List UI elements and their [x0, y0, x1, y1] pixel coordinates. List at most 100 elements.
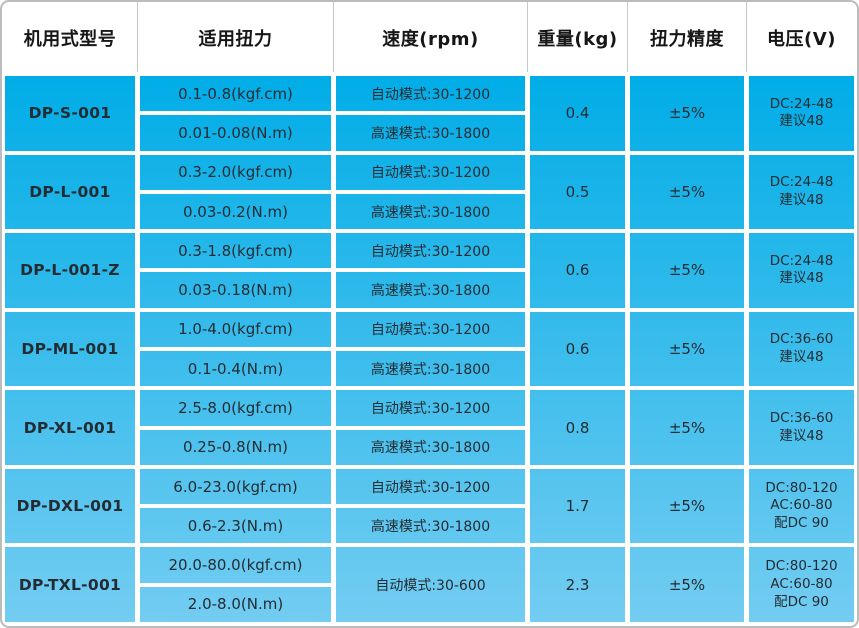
model-cell: DP-TXL-001 [5, 547, 135, 623]
weight-cell: 0.6 [530, 311, 625, 387]
speed-high-cell: 高速模式:30-1800 [336, 429, 525, 465]
speed-column: 自动模式:30-1200 高速模式:30-1800 [336, 468, 525, 544]
accuracy-cell: ±5% [630, 390, 744, 465]
speed-column: 自动模式:30-1200 高速模式:30-1800 [336, 311, 525, 387]
header-accuracy: 扭力精度 [627, 2, 744, 72]
torque-nm-cell: 0.1-0.4(N.m) [140, 351, 331, 387]
voltage-line: 配DC 90 [774, 514, 829, 531]
header-speed: 速度(rpm) [333, 2, 525, 72]
voltage-line: DC:24-48 [769, 95, 834, 112]
model-cell: DP-DXL-001 [5, 468, 135, 544]
speed-merged-cell: 自动模式:30-600 [336, 547, 525, 623]
accuracy-cell: ±5% [630, 468, 744, 544]
voltage-cell: DC:36-60 建议48 [749, 390, 854, 465]
voltage-line: 建议48 [779, 427, 824, 444]
voltage-cell: DC:80-120 AC:60-80 配DC 90 [749, 468, 854, 544]
header-torque: 适用扭力 [137, 2, 331, 72]
model-cell: DP-S-001 [5, 76, 135, 151]
speed-auto-cell: 自动模式:30-1200 [336, 311, 525, 348]
torque-kgfcm-cell: 0.3-2.0(kgf.cm) [140, 154, 331, 190]
table-row: DP-TXL-001 20.0-80.0(kgf.cm) 2.0-8.0(N.m… [5, 547, 854, 623]
speed-column: 自动模式:30-1200 高速模式:30-1800 [336, 154, 525, 230]
weight-cell: 0.4 [530, 76, 625, 151]
voltage-line: 建议48 [779, 191, 824, 208]
voltage-cell: DC:36-60 建议48 [749, 311, 854, 387]
torque-nm-cell: 0.6-2.3(N.m) [140, 508, 331, 544]
weight-cell: 0.5 [530, 154, 625, 230]
speed-auto-cell: 自动模式:30-1200 [336, 390, 525, 426]
speed-auto-cell: 自动模式:30-1200 [336, 154, 525, 190]
weight-cell: 0.8 [530, 390, 625, 465]
accuracy-cell: ±5% [630, 154, 744, 230]
voltage-line: 配DC 90 [774, 593, 829, 610]
voltage-cell: DC:80-120 AC:60-80 配DC 90 [749, 547, 854, 623]
voltage-line: 建议48 [779, 113, 824, 130]
torque-kgfcm-cell: 6.0-23.0(kgf.cm) [140, 468, 331, 505]
accuracy-cell: ±5% [630, 311, 744, 387]
model-cell: DP-ML-001 [5, 311, 135, 387]
torque-nm-cell: 0.25-0.8(N.m) [140, 429, 331, 465]
weight-cell: 0.6 [530, 233, 625, 308]
speed-auto-cell: 自动模式:30-1200 [336, 76, 525, 112]
torque-column: 6.0-23.0(kgf.cm) 0.6-2.3(N.m) [140, 468, 331, 544]
accuracy-cell: ±5% [630, 233, 744, 308]
torque-column: 0.3-1.8(kgf.cm) 0.03-0.18(N.m) [140, 233, 331, 308]
speed-high-cell: 高速模式:30-1800 [336, 508, 525, 544]
torque-column: 1.0-4.0(kgf.cm) 0.1-0.4(N.m) [140, 311, 331, 387]
table-row: DP-L-001-Z 0.3-1.8(kgf.cm) 0.03-0.18(N.m… [5, 233, 854, 308]
torque-kgfcm-cell: 0.3-1.8(kgf.cm) [140, 233, 331, 269]
torque-kgfcm-cell: 1.0-4.0(kgf.cm) [140, 311, 331, 348]
accuracy-cell: ±5% [630, 76, 744, 151]
voltage-line: AC:60-80 [770, 497, 833, 514]
header-row: 机用式型号 适用扭力 速度(rpm) 重量(kg) 扭力精度 电压(V) [5, 2, 854, 72]
table-row: DP-L-001 0.3-2.0(kgf.cm) 0.03-0.2(N.m) 自… [5, 154, 854, 230]
voltage-cell: DC:24-48 建议48 [749, 154, 854, 230]
voltage-line: 建议48 [779, 349, 824, 366]
speed-auto-cell: 自动模式:30-1200 [336, 233, 525, 269]
voltage-cell: DC:24-48 建议48 [749, 233, 854, 308]
weight-cell: 1.7 [530, 468, 625, 544]
torque-nm-cell: 0.01-0.08(N.m) [140, 115, 331, 151]
speed-high-cell: 高速模式:30-1800 [336, 351, 525, 387]
torque-kgfcm-cell: 2.5-8.0(kgf.cm) [140, 390, 331, 426]
speed-high-cell: 高速模式:30-1800 [336, 272, 525, 308]
model-cell: DP-XL-001 [5, 390, 135, 465]
model-cell: DP-L-001 [5, 154, 135, 230]
speed-high-cell: 高速模式:30-1800 [336, 115, 525, 151]
speed-high-cell: 高速模式:30-1800 [336, 193, 525, 230]
voltage-line: 建议48 [779, 270, 824, 287]
speed-column: 自动模式:30-1200 高速模式:30-1800 [336, 233, 525, 308]
table-row: DP-XL-001 2.5-8.0(kgf.cm) 0.25-0.8(N.m) … [5, 390, 854, 465]
weight-cell: 2.3 [530, 547, 625, 623]
accuracy-cell: ±5% [630, 547, 744, 623]
header-model: 机用式型号 [23, 29, 117, 50]
voltage-line: DC:24-48 [769, 174, 834, 191]
torque-nm-cell: 2.0-8.0(N.m) [140, 586, 331, 623]
voltage-line: AC:60-80 [770, 575, 833, 592]
model-cell: DP-L-001-Z [5, 233, 135, 308]
torque-column: 2.5-8.0(kgf.cm) 0.25-0.8(N.m) [140, 390, 331, 465]
torque-column: 20.0-80.0(kgf.cm) 2.0-8.0(N.m) [140, 547, 331, 623]
voltage-line: DC:24-48 [769, 252, 834, 269]
torque-kgfcm-cell: 20.0-80.0(kgf.cm) [140, 547, 331, 583]
header-weight: 重量(kg) [527, 2, 625, 72]
torque-column: 0.1-0.8(kgf.cm) 0.01-0.08(N.m) [140, 76, 331, 151]
speed-column: 自动模式:30-1200 高速模式:30-1800 [336, 390, 525, 465]
voltage-line: DC:80-120 [765, 479, 838, 496]
torque-nm-cell: 0.03-0.2(N.m) [140, 193, 331, 230]
header-voltage: 电压(V) [746, 2, 854, 72]
voltage-line: DC:36-60 [769, 331, 834, 348]
torque-kgfcm-cell: 0.1-0.8(kgf.cm) [140, 76, 331, 112]
voltage-line: DC:80-120 [765, 558, 838, 575]
table-body: DP-S-001 0.1-0.8(kgf.cm) 0.01-0.08(N.m) … [5, 76, 854, 623]
torque-column: 0.3-2.0(kgf.cm) 0.03-0.2(N.m) [140, 154, 331, 230]
voltage-cell: DC:24-48 建议48 [749, 76, 854, 151]
speed-auto-cell: 自动模式:30-1200 [336, 468, 525, 505]
speed-column: 自动模式:30-1200 高速模式:30-1800 [336, 76, 525, 151]
table-row: DP-S-001 0.1-0.8(kgf.cm) 0.01-0.08(N.m) … [5, 76, 854, 151]
table-row: DP-DXL-001 6.0-23.0(kgf.cm) 0.6-2.3(N.m)… [5, 468, 854, 544]
voltage-line: DC:36-60 [769, 410, 834, 427]
table-row: DP-ML-001 1.0-4.0(kgf.cm) 0.1-0.4(N.m) 自… [5, 311, 854, 387]
torque-nm-cell: 0.03-0.18(N.m) [140, 272, 331, 308]
